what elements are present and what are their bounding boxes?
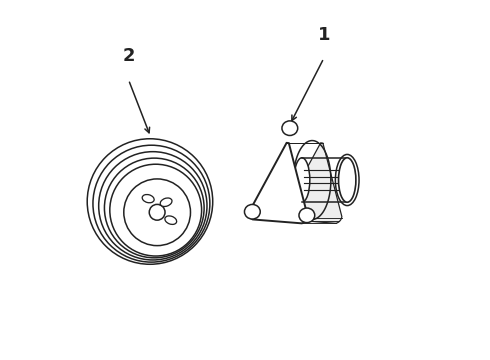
- Ellipse shape: [87, 139, 213, 264]
- Ellipse shape: [104, 158, 204, 258]
- Ellipse shape: [149, 204, 165, 220]
- Ellipse shape: [98, 152, 207, 260]
- Ellipse shape: [165, 216, 177, 224]
- Polygon shape: [249, 143, 308, 223]
- Ellipse shape: [160, 198, 172, 207]
- Text: 2: 2: [122, 47, 135, 65]
- Ellipse shape: [294, 158, 310, 202]
- Polygon shape: [283, 143, 342, 223]
- Ellipse shape: [282, 121, 298, 135]
- Ellipse shape: [299, 208, 315, 222]
- Ellipse shape: [339, 158, 356, 202]
- Ellipse shape: [245, 204, 260, 219]
- Ellipse shape: [110, 164, 201, 256]
- Text: 1: 1: [318, 26, 330, 44]
- Ellipse shape: [142, 194, 154, 203]
- Ellipse shape: [93, 145, 210, 262]
- Ellipse shape: [124, 179, 191, 246]
